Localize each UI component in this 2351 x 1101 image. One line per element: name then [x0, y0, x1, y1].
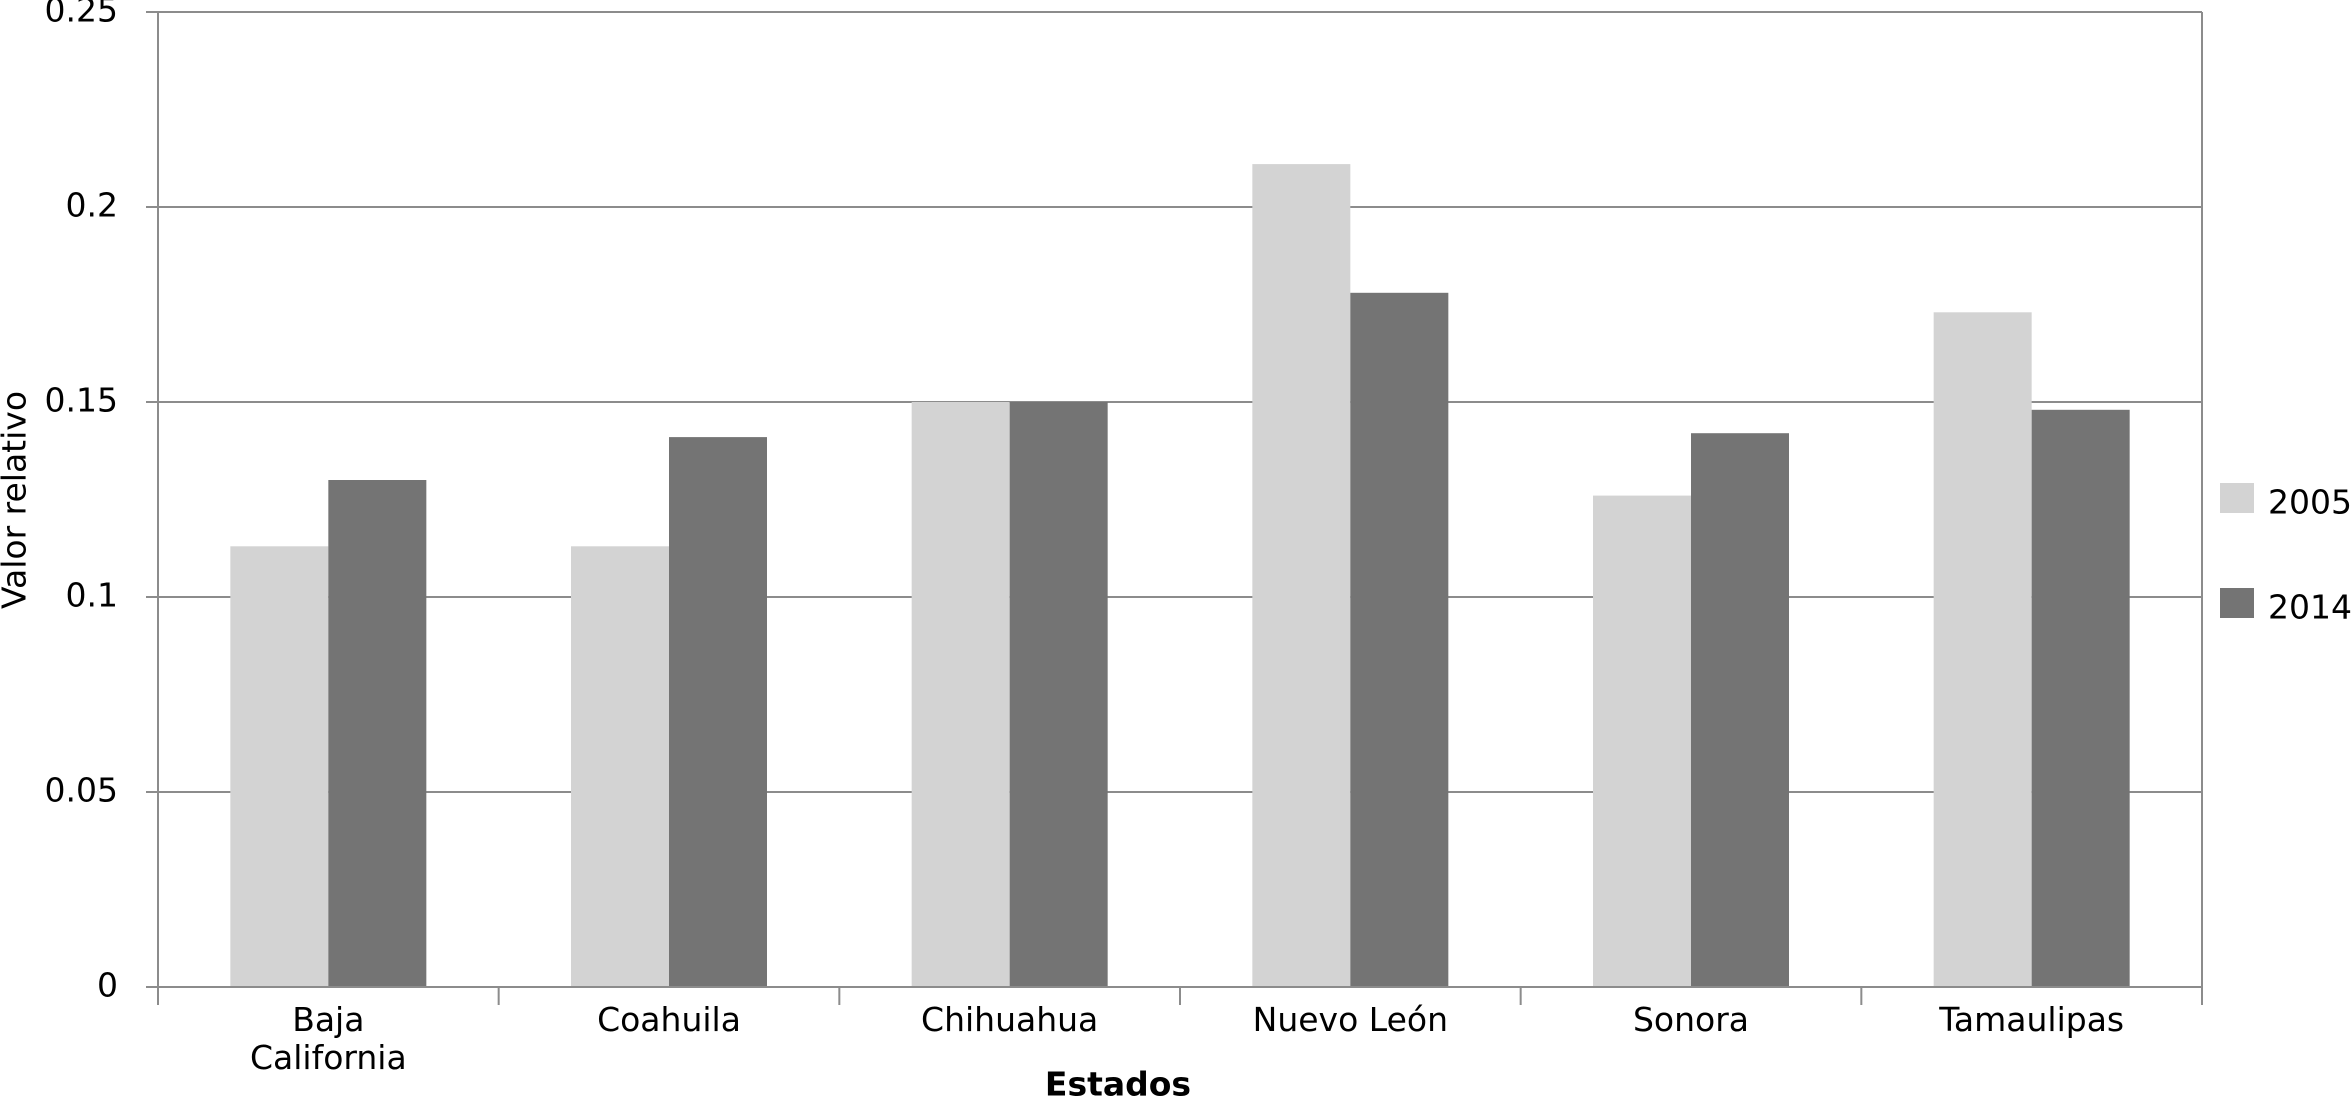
bar	[911, 402, 1010, 987]
y-axis-title: Valor relativo	[0, 391, 34, 609]
x-tick-label: Sonora	[1632, 1000, 1750, 1039]
y-tick-label: 0.1	[66, 576, 118, 615]
bar	[1252, 164, 1351, 988]
legend-label: 2014	[2268, 588, 2351, 627]
legend-swatch	[2220, 588, 2254, 618]
y-tick-label: 0.15	[45, 381, 118, 420]
x-tick-label: Nuevo León	[1252, 1000, 1448, 1039]
x-tick-label: Baja California	[249, 1000, 407, 1077]
y-tick-label: 0.25	[45, 0, 118, 30]
bar	[1933, 312, 2032, 987]
bar	[1691, 433, 1789, 987]
x-tick-label: Chihuahua	[921, 1000, 1099, 1039]
x-tick-label: Tamaulipas	[1939, 1000, 2125, 1039]
bar	[669, 437, 767, 988]
bar	[571, 546, 669, 987]
y-tick-label: 0.2	[66, 186, 118, 225]
bar	[328, 480, 427, 987]
x-tick-label: Coahuila	[597, 1000, 741, 1039]
bar	[1350, 292, 1449, 987]
bar	[230, 546, 329, 987]
bar	[1593, 495, 1691, 987]
y-tick-label: 0.05	[45, 771, 118, 810]
legend-label: 2005	[2268, 483, 2351, 522]
bar	[2031, 409, 2130, 987]
x-axis-title: Estados	[1045, 1065, 1191, 1101]
bar	[1009, 402, 1108, 987]
y-tick-label: 0	[97, 966, 118, 1005]
legend-swatch	[2220, 483, 2254, 513]
